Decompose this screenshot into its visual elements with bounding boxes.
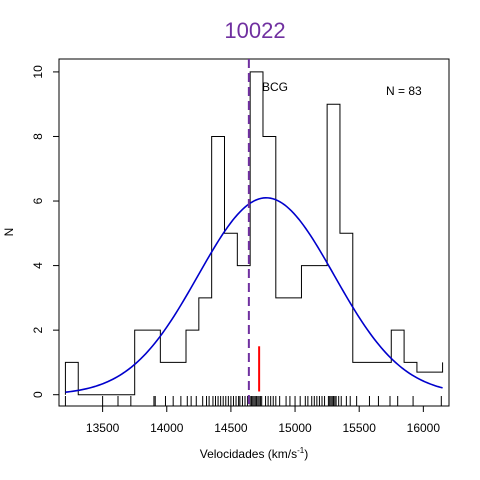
x-axis-label: Velocidades (km/s-1) xyxy=(200,446,309,461)
histogram-steps xyxy=(64,71,444,396)
y-axis-label: N xyxy=(2,228,16,237)
y-tick-label-4: 4 xyxy=(31,262,45,269)
gaussian-fit-curve xyxy=(65,196,443,393)
x-tick-label-13500: 13500 xyxy=(86,421,120,435)
y-tick-label-6: 6 xyxy=(31,197,45,204)
x-tick-label-15000: 15000 xyxy=(278,421,312,435)
count-annotation: N = 83 xyxy=(386,84,422,98)
y-tick-label-10: 10 xyxy=(31,65,45,79)
y-tick-label-0: 0 xyxy=(31,391,45,398)
x-tick-label-14000: 14000 xyxy=(150,421,184,435)
rug-marks xyxy=(64,396,442,406)
chart-title: 10022 xyxy=(224,18,285,43)
y-tick-label-2: 2 xyxy=(31,326,45,333)
y-axis: 0 2 4 6 8 10 xyxy=(31,65,59,398)
y-tick-label-8: 8 xyxy=(31,133,45,140)
x-tick-label-14500: 14500 xyxy=(214,421,248,435)
x-axis: 13500 14000 14500 15000 15500 16000 xyxy=(86,406,440,435)
x-tick-label-16000: 16000 xyxy=(407,421,441,435)
bcg-label: BCG xyxy=(262,80,288,94)
plot-frame xyxy=(58,58,450,407)
x-tick-label-15500: 15500 xyxy=(343,421,377,435)
